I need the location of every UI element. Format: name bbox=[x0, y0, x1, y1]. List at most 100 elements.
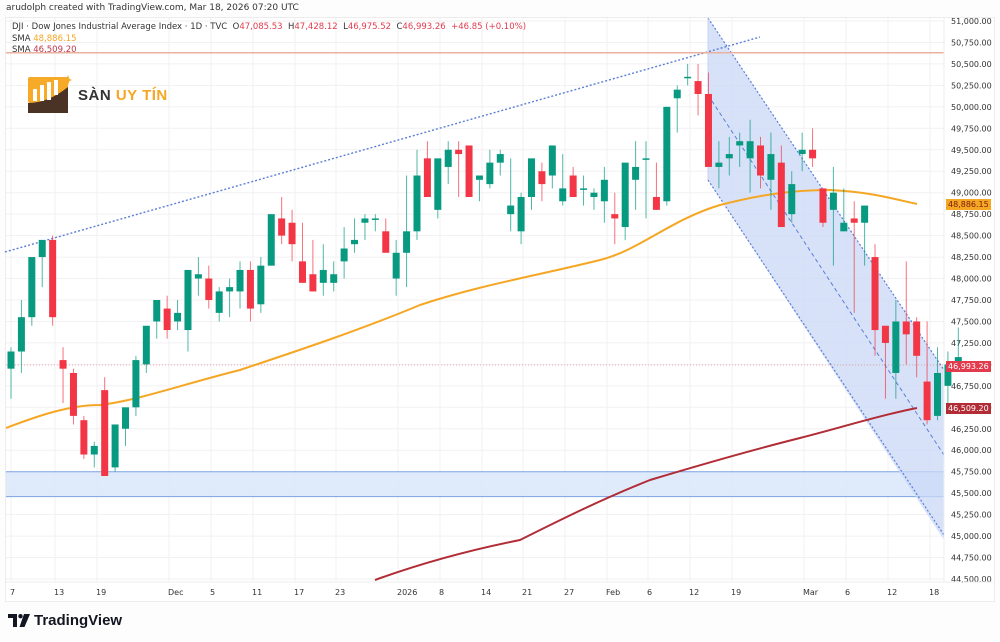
candle-down[interactable] bbox=[819, 188, 827, 228]
candle-down[interactable] bbox=[757, 136, 765, 189]
candle-up[interactable] bbox=[663, 106, 671, 206]
candle-up[interactable] bbox=[371, 214, 379, 232]
candle-up[interactable] bbox=[673, 85, 681, 133]
x-axis-tick: 19 bbox=[96, 588, 106, 597]
candle-up[interactable] bbox=[684, 63, 692, 86]
candle-down[interactable] bbox=[163, 295, 171, 339]
candle-up[interactable] bbox=[174, 300, 182, 331]
candle-up[interactable] bbox=[111, 424, 119, 472]
candle-up[interactable] bbox=[226, 278, 234, 318]
candle-down[interactable] bbox=[309, 239, 317, 292]
candle-up[interactable] bbox=[715, 141, 723, 189]
candle-up[interactable] bbox=[28, 257, 36, 326]
candle-down[interactable] bbox=[538, 162, 546, 202]
candle-up[interactable] bbox=[621, 162, 629, 240]
candle-up[interactable] bbox=[351, 218, 359, 253]
candle-down[interactable] bbox=[80, 415, 88, 459]
candle-up[interactable] bbox=[267, 214, 275, 266]
candle-down[interactable] bbox=[298, 222, 306, 283]
candle-up[interactable] bbox=[600, 166, 608, 223]
candle-up[interactable] bbox=[954, 327, 962, 367]
candle-down[interactable] bbox=[652, 162, 660, 210]
candle-down[interactable] bbox=[881, 325, 889, 399]
candle-up[interactable] bbox=[507, 158, 515, 232]
candle-up[interactable] bbox=[642, 141, 650, 219]
candle-down[interactable] bbox=[809, 128, 817, 167]
candle-up[interactable] bbox=[840, 188, 848, 232]
candle-up[interactable] bbox=[829, 166, 837, 266]
candle-down[interactable] bbox=[101, 377, 109, 476]
tradingview-logo[interactable]: TradingView bbox=[8, 612, 122, 629]
candle-up[interactable] bbox=[340, 227, 348, 279]
candle-up[interactable] bbox=[559, 154, 567, 206]
candle-down[interactable] bbox=[777, 145, 785, 228]
candle-down[interactable] bbox=[455, 141, 463, 197]
candle-up[interactable] bbox=[7, 347, 15, 399]
candle-down[interactable] bbox=[465, 145, 473, 197]
candle-down[interactable] bbox=[694, 63, 702, 116]
candle-down[interactable] bbox=[611, 192, 619, 245]
candle-down[interactable] bbox=[69, 368, 77, 425]
candle-up[interactable] bbox=[725, 136, 733, 176]
candle-up[interactable] bbox=[632, 141, 640, 210]
candle-up[interactable] bbox=[861, 205, 869, 266]
candle-up[interactable] bbox=[257, 257, 265, 313]
candle-down[interactable] bbox=[246, 261, 254, 322]
candle-up[interactable] bbox=[496, 149, 504, 176]
x-axis-tick: 12 bbox=[887, 588, 897, 597]
candle-up[interactable] bbox=[184, 269, 192, 352]
candle-up[interactable] bbox=[215, 287, 223, 322]
candle-up[interactable] bbox=[319, 244, 327, 296]
candle-down[interactable] bbox=[569, 166, 577, 197]
candle-up[interactable] bbox=[933, 347, 941, 421]
candle-down[interactable] bbox=[704, 72, 712, 167]
candle-up[interactable] bbox=[892, 300, 900, 399]
candle-up[interactable] bbox=[38, 239, 46, 288]
candle-down[interactable] bbox=[850, 201, 858, 313]
candle-up[interactable] bbox=[403, 175, 411, 288]
candle-down[interactable] bbox=[288, 209, 296, 262]
candle-up[interactable] bbox=[413, 149, 421, 240]
candle-up[interactable] bbox=[486, 149, 494, 189]
candle-up[interactable] bbox=[548, 145, 556, 189]
candle-up[interactable] bbox=[194, 257, 202, 296]
sma50-legend[interactable]: SMA 48,886.15 bbox=[12, 34, 526, 46]
candle-up[interactable] bbox=[392, 239, 400, 296]
candle-up[interactable] bbox=[361, 214, 369, 240]
candle-up[interactable] bbox=[517, 192, 525, 245]
candle-up[interactable] bbox=[17, 300, 25, 373]
candle-down[interactable] bbox=[49, 235, 57, 326]
candle-down[interactable] bbox=[423, 141, 431, 197]
candle-up[interactable] bbox=[90, 441, 98, 468]
candle-up[interactable] bbox=[788, 171, 796, 223]
sma200-legend[interactable]: SMA 46,509.20 bbox=[12, 45, 526, 57]
candle-up[interactable] bbox=[132, 355, 140, 416]
candle-down[interactable] bbox=[923, 321, 931, 425]
candle-up[interactable] bbox=[122, 407, 130, 446]
candle-body bbox=[49, 239, 57, 318]
candle-up[interactable] bbox=[944, 351, 952, 404]
candle-down[interactable] bbox=[871, 244, 879, 356]
candle-up[interactable] bbox=[142, 325, 150, 373]
candle-up[interactable] bbox=[528, 158, 535, 210]
symbol-label[interactable]: DJI · Dow Jones Industrial Average Index… bbox=[12, 22, 228, 32]
candle-up[interactable] bbox=[746, 119, 754, 193]
candle-up[interactable] bbox=[330, 261, 338, 292]
candle-up[interactable] bbox=[475, 175, 483, 202]
candle-down[interactable] bbox=[59, 347, 67, 404]
candle-up[interactable] bbox=[590, 188, 598, 210]
candle-down[interactable] bbox=[902, 261, 910, 365]
candle-up[interactable] bbox=[798, 132, 806, 172]
candle-up[interactable] bbox=[767, 132, 775, 210]
candle-down[interactable] bbox=[278, 196, 286, 245]
candle-up[interactable] bbox=[580, 175, 588, 206]
candle-up[interactable] bbox=[434, 158, 442, 219]
candle-down[interactable] bbox=[205, 265, 213, 309]
candle-up[interactable] bbox=[736, 132, 744, 167]
candle-down[interactable] bbox=[913, 317, 921, 378]
candle-up[interactable] bbox=[444, 141, 452, 185]
candle-down[interactable] bbox=[382, 218, 390, 253]
candle-up[interactable] bbox=[236, 261, 244, 309]
candle-up[interactable] bbox=[153, 300, 161, 339]
